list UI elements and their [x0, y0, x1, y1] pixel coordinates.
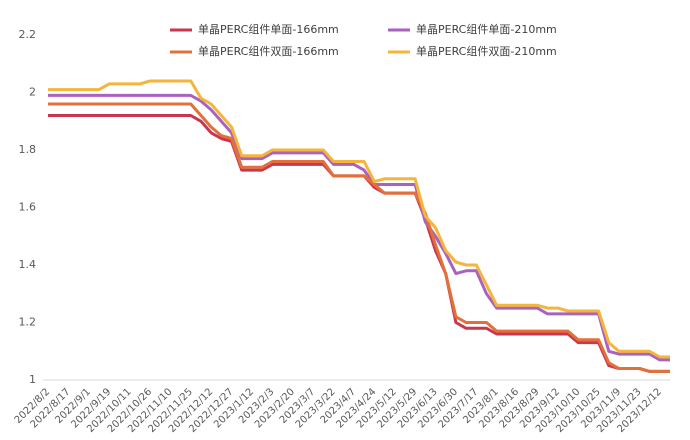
legend-label: 单晶PERC组件双面-210mm: [416, 44, 557, 58]
y-tick-label: 1.8: [19, 143, 37, 156]
y-tick-label: 1.6: [19, 201, 37, 214]
legend-label: 单晶PERC组件双面-166mm: [198, 44, 339, 58]
series-line: [48, 102, 670, 373]
y-tick-label: 2: [29, 86, 36, 99]
y-tick-label: 1.2: [19, 316, 37, 329]
legend-label: 单晶PERC组件单面-210mm: [416, 22, 557, 36]
series-line: [48, 93, 670, 362]
series-line: [48, 79, 670, 359]
legend-label: 单晶PERC组件单面-166mm: [198, 22, 339, 36]
y-tick-label: 1.4: [19, 258, 37, 271]
y-tick-label: 2.2: [19, 28, 37, 41]
series-line: [48, 114, 670, 373]
y-tick-label: 1: [29, 373, 36, 386]
